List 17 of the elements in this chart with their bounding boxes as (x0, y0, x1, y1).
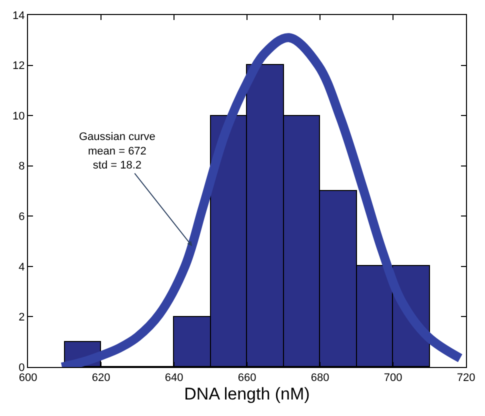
x-axis-title: DNA length (nM) (184, 384, 310, 404)
x-tick-label: 700 (384, 372, 402, 384)
y-tick-label: 0 (18, 362, 25, 374)
y-tick-label: 4 (18, 261, 25, 274)
y-tick-label: 2 (18, 312, 25, 324)
x-tick-label: 640 (164, 372, 184, 384)
annotation: Gaussian curve mean = 672 std = 18.2 (79, 131, 156, 172)
x-tick-label: 620 (92, 372, 110, 384)
y-tick-label: 8 (18, 160, 25, 173)
x-tick-label: 680 (310, 372, 330, 384)
x-tick-label: 600 (18, 372, 38, 384)
x-tick-label: 660 (238, 372, 256, 384)
y-tick-label: 10 (12, 110, 25, 122)
y-tick-label: 12 (12, 60, 25, 72)
y-tick-label: 14 (12, 10, 25, 22)
x-tick-label: 720 (456, 372, 476, 384)
y-tick-label: 6 (18, 210, 25, 223)
